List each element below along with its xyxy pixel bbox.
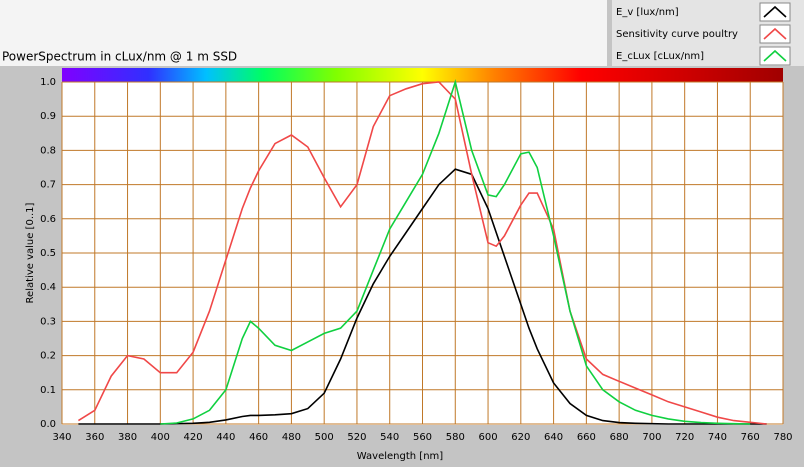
y-tick-label: 1.0 — [40, 77, 56, 88]
x-tick-label: 560 — [413, 432, 432, 443]
series-line — [160, 79, 751, 425]
chart-title: PowerSpectrum in cLux/nm @ 1 m SSD — [2, 50, 237, 64]
y-tick-label: 0.9 — [40, 111, 56, 122]
legend-swatch-box — [759, 46, 791, 66]
x-tick-label: 760 — [741, 432, 760, 443]
x-tick-label: 780 — [773, 432, 792, 443]
legend-label: Sensitivity curve poultry — [616, 29, 738, 40]
x-tick-label: 620 — [511, 432, 530, 443]
x-tick-label: 500 — [315, 432, 334, 443]
series-line — [78, 168, 767, 425]
x-tick-label: 420 — [184, 432, 203, 443]
legend-swatch — [763, 49, 787, 62]
legend-swatch-box — [759, 2, 791, 22]
x-tick-label: 480 — [282, 432, 301, 443]
x-tick-label: 380 — [118, 432, 137, 443]
title-box — [0, 0, 607, 66]
x-tick-label: 400 — [151, 432, 170, 443]
x-tick-label: 640 — [544, 432, 563, 443]
x-tick-label: 360 — [85, 432, 104, 443]
y-tick-label: 0.6 — [40, 214, 56, 225]
x-tick-label: 440 — [216, 432, 235, 443]
x-tick-label: 660 — [577, 432, 596, 443]
x-tick-label: 540 — [380, 432, 399, 443]
y-tick-label: 0.2 — [40, 351, 56, 362]
x-tick-label: 720 — [675, 432, 694, 443]
legend-label: E_cLux [cLux/nm] — [616, 51, 704, 62]
legend-swatch — [763, 5, 787, 18]
series-line — [77, 81, 767, 425]
x-tick-label: 460 — [249, 432, 268, 443]
y-tick-label: 0.8 — [40, 145, 56, 156]
y-axis-label: Relative value [0..1] — [25, 202, 36, 303]
y-tick-label: 0.1 — [40, 385, 56, 396]
x-axis-label: Wavelength [nm] — [357, 451, 443, 462]
legend-label: E_v [lux/nm] — [616, 7, 679, 18]
x-tick-label: 740 — [708, 432, 727, 443]
y-tick-label: 0.5 — [40, 248, 56, 259]
legend-swatch-box — [759, 24, 791, 44]
x-tick-label: 600 — [478, 432, 497, 443]
x-tick-label: 580 — [446, 432, 465, 443]
x-tick-label: 340 — [52, 432, 71, 443]
x-tick-label: 700 — [642, 432, 661, 443]
y-tick-label: 0.4 — [40, 282, 56, 293]
y-tick-label: 0.3 — [40, 316, 56, 327]
y-tick-label: 0.0 — [40, 419, 56, 430]
spectrum-bar — [62, 68, 783, 82]
legend-swatch — [763, 27, 787, 40]
y-tick-label: 0.7 — [40, 180, 56, 191]
x-tick-label: 520 — [347, 432, 366, 443]
x-tick-label: 680 — [610, 432, 629, 443]
